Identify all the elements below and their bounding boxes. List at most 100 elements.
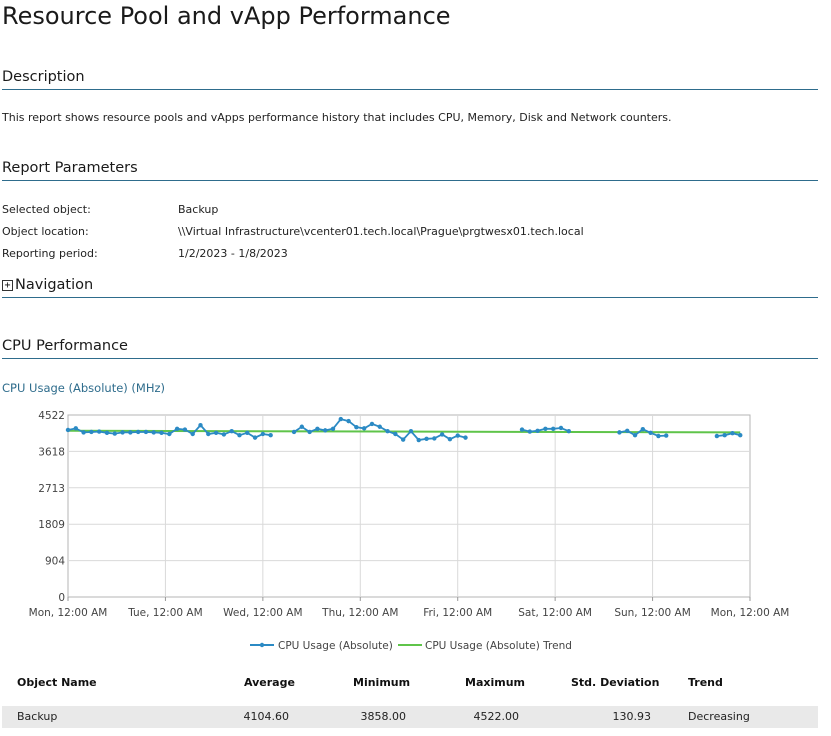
table-header-object-name: Object Name: [17, 676, 97, 689]
data-point: [463, 435, 468, 440]
description-heading: Description: [2, 69, 85, 85]
table-header-average: Average: [244, 676, 295, 689]
cell-minimum: 3858.00: [360, 710, 407, 723]
data-point: [221, 432, 227, 437]
plus-box-icon[interactable]: +: [2, 280, 13, 291]
y-tick-label: 0: [58, 592, 65, 604]
table-header-maximum: Maximum: [465, 676, 525, 689]
y-tick-label: 3618: [38, 446, 65, 458]
data-point: [439, 432, 445, 437]
param-value-selected-object: Backup: [178, 203, 219, 216]
y-tick-label: 4522: [38, 410, 65, 422]
param-value-reporting-period: 1/2/2023 - 1/8/2023: [178, 247, 288, 260]
data-point: [377, 424, 382, 429]
x-tick-label: Mon, 12:00 AM: [29, 607, 108, 619]
data-point: [252, 435, 258, 440]
data-point: [535, 428, 540, 433]
data-point: [664, 433, 669, 438]
page-title: Resource Pool and vApp Performance: [2, 2, 451, 30]
legend-marker-cpu-usage: [259, 642, 265, 648]
data-point: [323, 428, 328, 433]
table-header-minimum: Minimum: [353, 676, 411, 689]
data-point: [135, 429, 141, 435]
param-label-selected-object: Selected object:: [2, 203, 91, 216]
data-point: [455, 433, 460, 438]
data-point: [625, 428, 630, 433]
data-point: [722, 433, 727, 438]
chart-legend: CPU Usage (Absolute) CPU Usage (Absolute…: [250, 640, 572, 652]
data-point: [346, 418, 351, 424]
navigation-section[interactable]: Navigation: [2, 277, 818, 298]
y-tick-label: 1809: [38, 519, 65, 531]
report-parameters-heading: Report Parameters: [2, 160, 138, 176]
data-point: [268, 433, 273, 438]
y-tick-label: 904: [45, 556, 65, 568]
data-point: [73, 426, 78, 431]
data-point: [714, 433, 720, 439]
data-point: [299, 424, 305, 429]
data-point: [128, 430, 133, 435]
data-point: [245, 430, 250, 435]
cell-std-deviation: 130.93: [612, 710, 652, 723]
x-tick-label: Mon, 12:00 AM: [711, 607, 790, 619]
param-label-reporting-period: Reporting period:: [2, 247, 98, 260]
x-tick-label: Tue, 12:00 AM: [127, 607, 202, 619]
data-point: [632, 433, 638, 438]
data-point: [237, 433, 242, 438]
data-point: [519, 427, 525, 432]
data-point: [617, 430, 622, 435]
cell-maximum: 4522.00: [473, 710, 520, 723]
data-point: [65, 427, 71, 433]
x-tick-label: Sun, 12:00 AM: [614, 607, 691, 619]
data-point: [640, 426, 646, 432]
table-header-std-deviation: Std. Deviation: [571, 676, 660, 689]
data-point: [432, 436, 437, 441]
data-point: [206, 431, 211, 437]
table-row: [2, 706, 818, 728]
series-line: [716, 432, 741, 437]
data-point: [307, 429, 312, 435]
cpu-performance-section: CPU Performance: [2, 338, 818, 359]
cpu-performance-heading: CPU Performance: [2, 338, 128, 354]
data-point: [120, 430, 125, 435]
data-point: [400, 437, 406, 442]
legend-label-cpu-usage: CPU Usage (Absolute): [278, 640, 393, 652]
data-point: [656, 433, 661, 439]
data-point: [260, 431, 266, 437]
data-point: [543, 426, 548, 431]
data-point: [527, 429, 533, 434]
plot-area: [67, 414, 751, 598]
data-point: [291, 429, 297, 435]
data-point: [190, 431, 195, 437]
data-point: [198, 422, 203, 428]
data-point: [159, 430, 164, 435]
data-point: [447, 437, 453, 442]
data-point: [385, 428, 390, 434]
data-point: [104, 430, 110, 435]
data-point: [330, 426, 336, 431]
data-point: [96, 429, 102, 434]
data-point: [167, 431, 172, 437]
data-point: [416, 437, 421, 443]
navigation-heading[interactable]: Navigation: [15, 277, 94, 293]
data-point: [182, 427, 188, 432]
x-tick-label: Fri, 12:00 AM: [423, 607, 492, 619]
data-point: [89, 429, 94, 435]
x-axis: Mon, 12:00 AM Tue, 12:00 AM Wed, 12:00 AM T…: [29, 597, 790, 619]
cell-trend: Decreasing: [688, 710, 750, 723]
data-point: [408, 428, 414, 434]
data-point: [738, 433, 743, 438]
y-axis: 0 904 1809 2713 3618 4522: [38, 410, 65, 604]
data-point: [550, 426, 556, 431]
x-tick-label: Wed, 12:00 AM: [223, 607, 302, 619]
data-point: [730, 430, 735, 436]
data-point: [354, 424, 359, 430]
data-point: [393, 431, 398, 437]
x-tick-label: Sat, 12:00 AM: [518, 607, 592, 619]
y-tick-label: 2713: [38, 483, 65, 495]
data-point: [369, 421, 375, 427]
data-point: [213, 430, 219, 435]
x-tick-label: Thu, 12:00 AM: [321, 607, 398, 619]
cpu-usage-series: [65, 416, 743, 443]
report-parameters-section: Report Parameters: [2, 160, 818, 181]
